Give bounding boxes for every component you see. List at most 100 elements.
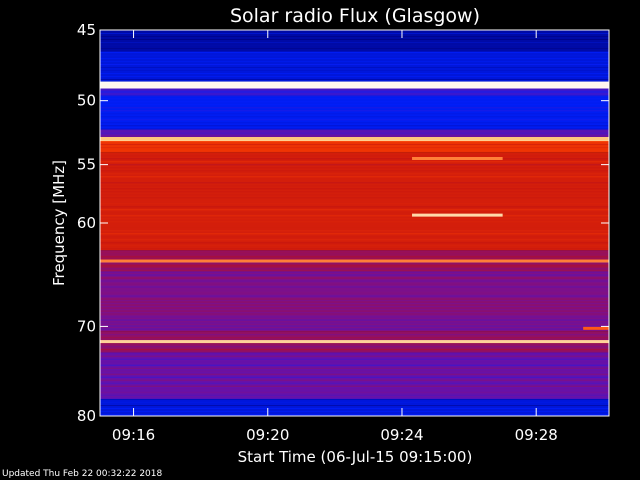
y-tick-label: 80 (77, 407, 96, 425)
x-tick-label: 09:16 (112, 426, 155, 444)
heatmap-stripe (100, 331, 609, 333)
heatmap-stripe (100, 179, 609, 181)
heatmap-stripe (100, 322, 609, 324)
heatmap-stripe (100, 268, 609, 270)
heatmap-stripe (100, 271, 609, 273)
heatmap-band (100, 152, 609, 251)
bright-line (100, 82, 609, 86)
heatmap-stripe (100, 200, 609, 202)
heatmap-stripe (100, 42, 609, 43)
heatmap-stripe (100, 274, 609, 276)
heatmap-stripe (100, 72, 609, 74)
x-tick-label: 09:28 (515, 426, 558, 444)
heatmap-stripe (100, 125, 609, 127)
y-tick-label: 70 (77, 317, 96, 335)
y-axis: 45 50 55 60 70 80 (77, 21, 609, 425)
heatmap-stripe (100, 158, 609, 160)
heatmap-stripe (100, 253, 609, 255)
heatmap-stripe (100, 98, 609, 100)
heatmap-stripe (100, 161, 609, 163)
heatmap-stripe (100, 113, 609, 115)
heatmap-stripe (100, 346, 609, 348)
heatmap-stripe (100, 310, 609, 312)
heatmap-stripe (100, 119, 609, 121)
heatmap-stripe (100, 337, 609, 339)
heatmap-band (100, 51, 609, 82)
heatmap-stripe (100, 298, 609, 300)
heatmap-stripe (100, 408, 609, 410)
heatmap-stripe (100, 373, 609, 375)
heatmap-stripe (100, 343, 609, 345)
heatmap-stripe (100, 236, 609, 238)
heatmap-stripe (100, 295, 609, 297)
x-axis-label: Start Time (06-Jul-15 09:15:00) (238, 448, 473, 466)
heatmap-stripe (100, 388, 609, 390)
heatmap-stripe (100, 191, 609, 193)
y-axis-label: Frequency [MHz] (50, 160, 68, 286)
heatmap-stripe (100, 209, 609, 211)
heatmap-stripe (100, 221, 609, 223)
heatmap-band (100, 95, 609, 130)
heatmap-stripe (100, 135, 609, 137)
heatmap-stripe (100, 197, 609, 199)
heatmap-stripe (100, 91, 609, 93)
heatmap-stripe (100, 51, 609, 53)
heatmap-stripe (100, 129, 609, 131)
heatmap-stripe (100, 313, 609, 315)
heatmap-stripe (100, 355, 609, 357)
heatmap-stripe (100, 394, 609, 396)
heatmap-stripe (100, 250, 609, 252)
heatmap-stripe (100, 185, 609, 187)
heatmap-stripe (100, 265, 609, 267)
heatmap-stripe (100, 194, 609, 196)
heatmap-stripe (100, 402, 609, 404)
heatmap-stripe (100, 307, 609, 309)
heatmap-stripe (100, 319, 609, 321)
heatmap-stripe (100, 325, 609, 327)
burst-feature (412, 156, 503, 160)
heatmap-stripe (100, 33, 609, 34)
heatmap-stripe (100, 94, 609, 96)
heatmap-stripe (100, 352, 609, 354)
heatmap-stripe (100, 107, 609, 109)
heatmap-stripe (100, 262, 609, 264)
heatmap-stripe (100, 173, 609, 175)
heatmap-stripe (100, 414, 609, 416)
heatmap-stripe (100, 128, 609, 130)
heatmap-stripe (100, 188, 609, 190)
y-tick-label: 55 (77, 156, 96, 174)
y-tick-label: 50 (77, 92, 96, 110)
heatmap-stripe (100, 176, 609, 178)
heatmap-stripe (100, 283, 609, 285)
heatmap-stripe (100, 60, 609, 62)
heatmap-stripe (100, 349, 609, 351)
heatmap-stripe (100, 81, 609, 83)
heatmap-stripe (100, 405, 609, 407)
heatmap-stripe (100, 75, 609, 77)
y-tick-label: 45 (77, 21, 96, 39)
heatmap-stripe (100, 39, 609, 40)
heatmap-stripe (100, 51, 609, 52)
heatmap-stripe (100, 218, 609, 220)
heatmap-stripe (100, 364, 609, 366)
heatmap-stripe (100, 140, 609, 142)
heatmap-stripe (100, 95, 609, 97)
heatmap-stripe (100, 54, 609, 56)
x-tick-label: 09:20 (246, 426, 289, 444)
heatmap-stripe (100, 155, 609, 157)
heatmap-stripe (100, 167, 609, 169)
heatmap-area (100, 30, 609, 416)
heatmap-stripe (100, 215, 609, 217)
heatmap-stripe (100, 164, 609, 166)
heatmap-stripe (100, 224, 609, 226)
heatmap-stripe (100, 352, 609, 354)
burst-feature (412, 213, 503, 217)
heatmap-stripe (100, 358, 609, 360)
heatmap-stripe (100, 182, 609, 184)
heatmap-stripe (100, 376, 609, 378)
heatmap-stripe (100, 203, 609, 205)
heatmap-stripe (100, 379, 609, 381)
heatmap-stripe (100, 78, 609, 80)
heatmap-stripe (100, 116, 609, 118)
